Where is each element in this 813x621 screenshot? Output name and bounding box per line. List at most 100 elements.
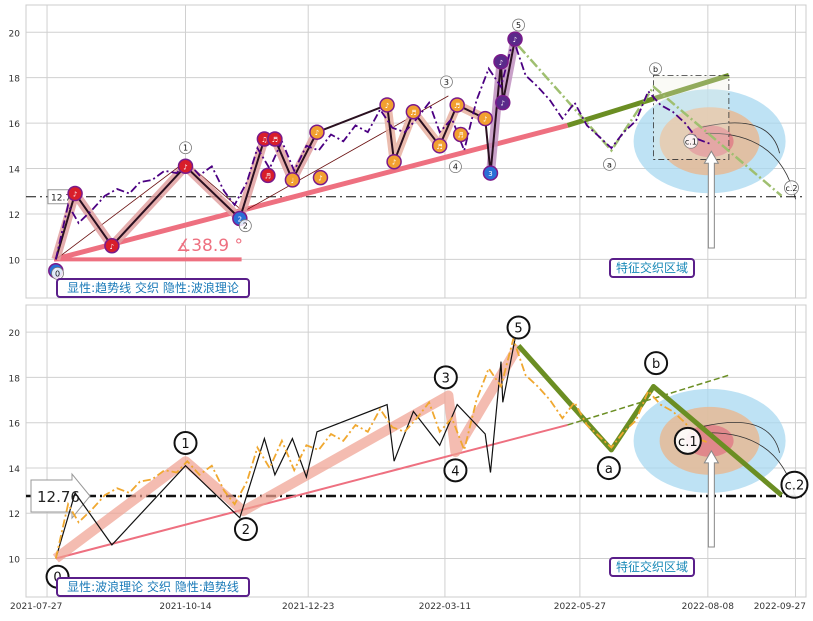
bottom-panel: 10121416182012.76012345abc.1c.2特征交织区域显性:… xyxy=(9,304,809,598)
marker-label: ♪ xyxy=(513,36,517,44)
wave-label: a xyxy=(605,462,613,477)
x-tick-label: 2022-03-11 xyxy=(419,602,471,612)
wave-label: c.2 xyxy=(785,184,797,193)
marker-red xyxy=(260,167,276,184)
wave-label-circle xyxy=(238,219,252,233)
wave-label-circle xyxy=(596,456,621,481)
marker-orange xyxy=(431,138,448,154)
trendline xyxy=(53,122,569,262)
y-tick-label: 12 xyxy=(9,211,20,221)
wave-label-circle xyxy=(780,470,809,499)
zone-arrow xyxy=(703,449,720,548)
trendline-extension xyxy=(566,73,730,128)
y-tick-label: 20 xyxy=(9,329,21,339)
marker-orange xyxy=(284,172,301,188)
y-tick-label: 10 xyxy=(9,556,21,566)
wave-label: 0 xyxy=(55,269,60,278)
hline-label-box xyxy=(30,472,91,520)
zone-label: 特征交织区域 xyxy=(616,260,688,275)
wave-label-circle xyxy=(683,133,699,149)
hline-label: 12.76 xyxy=(51,194,77,204)
wave-label: 4 xyxy=(453,163,458,172)
wave-label-circle xyxy=(512,18,525,32)
wave-label: b xyxy=(652,357,660,372)
marker-label: ♬ xyxy=(454,102,460,110)
marker-label: ♬ xyxy=(437,143,443,151)
marker-red xyxy=(267,131,283,147)
marker-orange xyxy=(405,104,422,120)
y-tick-label: 10 xyxy=(9,256,21,266)
wave-label: c.2 xyxy=(785,479,805,494)
zigzag-line xyxy=(55,338,516,559)
wave-label: 1 xyxy=(181,437,189,452)
marker-label: ♫ xyxy=(261,136,267,144)
marker-label: ♪ xyxy=(315,129,319,137)
wave-label: 4 xyxy=(451,464,459,479)
wave-label-circle xyxy=(433,365,458,390)
marker-red xyxy=(67,185,83,202)
wave-label-circle xyxy=(603,157,616,171)
x-tick-label: 2021-12-23 xyxy=(282,602,334,612)
wave-highlight xyxy=(52,343,523,563)
y-tick-label: 18 xyxy=(9,374,21,384)
wave-label-circle xyxy=(173,430,198,455)
wave-label: 5 xyxy=(516,21,521,30)
marker-label: 3 xyxy=(488,170,492,178)
wave-label: 2 xyxy=(242,523,250,538)
x-axis: 2021-07-27 2021-10-14 2021-12-23 2022-03-11… xyxy=(10,602,806,612)
wave-label-circle xyxy=(649,62,662,76)
marker-label: ♪ xyxy=(183,163,187,171)
wave-label-circle xyxy=(233,517,258,542)
wave-label-circle xyxy=(440,75,453,89)
marker-label: ♪ xyxy=(110,243,114,251)
marker-label: 2 xyxy=(238,216,242,224)
plot-area xyxy=(25,304,807,598)
wave-label: 1 xyxy=(183,144,188,153)
marker-purple xyxy=(493,54,509,70)
marker-red xyxy=(177,158,194,175)
marker-orange xyxy=(312,169,329,186)
marker-orange xyxy=(449,97,465,113)
angle-label: ∡38.9 ° xyxy=(176,236,243,256)
wave-label-circle xyxy=(443,458,468,483)
wave-label: c.1 xyxy=(685,137,697,146)
hline-label: 12.76 xyxy=(37,488,80,506)
marker-purple xyxy=(507,31,523,47)
caption-box xyxy=(56,577,250,597)
marker-orange xyxy=(309,124,325,140)
y-tick-label: 12 xyxy=(9,510,20,520)
marker-orange xyxy=(379,97,395,113)
zone-label-box xyxy=(609,557,695,577)
caption-box xyxy=(56,278,250,298)
marker-red xyxy=(104,238,120,254)
marker-label: ♩ xyxy=(291,177,294,185)
marker-orange xyxy=(386,153,402,170)
marker-orange xyxy=(452,126,469,143)
marker-label: ♪ xyxy=(501,100,505,108)
marker-blue xyxy=(482,165,499,181)
y-tick-label: 14 xyxy=(9,465,21,475)
price-series-line xyxy=(54,335,710,559)
price-series-line xyxy=(54,35,710,260)
zone-label-box xyxy=(609,258,695,278)
trendline-extension xyxy=(567,374,730,426)
x-tick-label: 2021-07-27 xyxy=(10,602,62,612)
wave-label-circle xyxy=(449,160,462,174)
panel-caption: 显性:波浪理论 交织 隐性:趋势线 xyxy=(67,579,239,594)
wave-label-circle xyxy=(644,351,669,376)
wave-label-circle xyxy=(784,180,799,196)
y-tick-label: 16 xyxy=(9,420,21,430)
wave-label-circle xyxy=(506,315,531,340)
x-tick-label: 2022-05-27 xyxy=(554,602,606,612)
zone-inner-ellipse xyxy=(685,125,734,158)
zone-label: 特征交织区域 xyxy=(616,559,688,574)
y-tick-label: 20 xyxy=(9,29,21,39)
x-tick-label: 2021-10-14 xyxy=(159,602,212,612)
wave-label-circle xyxy=(179,141,192,155)
marker-label: ♪ xyxy=(318,175,322,183)
wave-label: 3 xyxy=(444,78,449,87)
marker-purple xyxy=(495,94,511,111)
